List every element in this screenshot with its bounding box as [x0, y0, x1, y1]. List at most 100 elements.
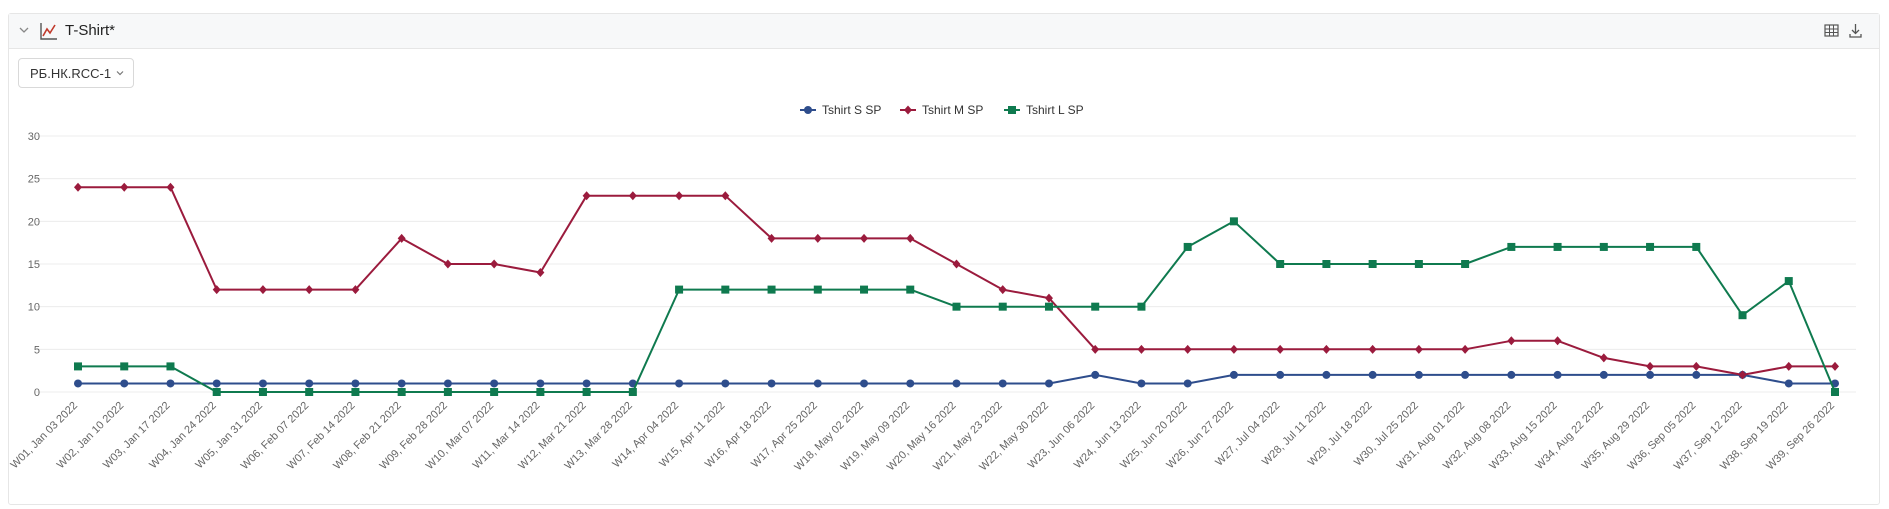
table-icon[interactable]: [1823, 22, 1840, 39]
data-point: [1692, 242, 1701, 251]
data-point: [952, 259, 961, 269]
legend-label: Tshirt S SP: [822, 103, 881, 117]
data-point: [1599, 370, 1608, 379]
data-point: [258, 285, 267, 295]
data-point: [1414, 344, 1423, 354]
line-chart-icon: [40, 23, 57, 40]
data-point: [74, 182, 82, 192]
data-point: [813, 233, 822, 243]
data-point: [1461, 260, 1470, 268]
data-point: [1784, 379, 1793, 388]
scenario-select-value: РБ.НК.RCC-1: [30, 66, 112, 81]
y-tick-label: 5: [34, 344, 40, 356]
data-point: [536, 268, 545, 278]
data-point: [1229, 217, 1238, 226]
data-point: [952, 379, 961, 388]
chart-panel: T-Shirt*: [8, 13, 1880, 505]
data-point: [906, 379, 915, 388]
data-point: [1229, 370, 1238, 379]
legend-marker: [1008, 106, 1016, 114]
data-point: [860, 233, 869, 243]
data-point: [675, 379, 684, 388]
data-point: [1646, 242, 1655, 251]
data-point: [813, 285, 822, 294]
data-point: [1553, 370, 1562, 379]
data-point: [952, 302, 961, 311]
data-point: [1507, 370, 1516, 379]
y-tick-label: 10: [28, 302, 40, 314]
data-point: [443, 388, 452, 396]
panel-title: T-Shirt*: [65, 22, 116, 39]
data-point: [582, 379, 591, 388]
data-point: [628, 388, 637, 396]
data-point: [1553, 336, 1562, 346]
data-point: [305, 285, 314, 295]
data-point: [1276, 370, 1285, 379]
data-point: [490, 388, 499, 396]
data-point: [1599, 353, 1608, 363]
data-point: [1137, 379, 1146, 388]
data-point: [74, 379, 82, 388]
data-point: [120, 182, 129, 192]
data-point: [1738, 370, 1747, 380]
data-point: [1322, 260, 1331, 268]
data-point: [628, 191, 637, 201]
y-tick-label: 15: [28, 259, 40, 271]
data-point: [1831, 361, 1839, 371]
data-point: [258, 379, 267, 388]
data-point: [767, 233, 776, 243]
data-point: [1461, 344, 1470, 354]
data-point: [906, 233, 915, 243]
data-point: [1368, 260, 1377, 268]
data-point: [351, 388, 360, 396]
data-point: [1183, 379, 1192, 388]
data-point: [767, 379, 776, 388]
scenario-select[interactable]: РБ.НК.RCC-1: [18, 58, 134, 88]
data-point: [1414, 370, 1423, 379]
data-point: [767, 285, 776, 294]
data-point: [1553, 242, 1562, 251]
data-point: [212, 285, 221, 295]
data-point: [212, 388, 221, 396]
data-point: [998, 379, 1007, 388]
data-point: [1692, 370, 1701, 379]
legend-marker: [804, 106, 812, 114]
series-line-2: [78, 186, 1835, 376]
data-point: [860, 285, 869, 294]
data-point: [675, 285, 684, 294]
data-point: [166, 379, 175, 388]
data-point: [258, 388, 267, 396]
data-point: [1646, 370, 1655, 379]
data-point: [305, 379, 314, 388]
data-point: [1137, 344, 1146, 354]
data-point: [1276, 260, 1285, 268]
data-point: [1091, 302, 1100, 311]
download-icon[interactable]: [1847, 22, 1864, 39]
y-tick-label: 0: [34, 387, 40, 399]
data-point: [1044, 293, 1053, 303]
data-point: [351, 285, 360, 295]
data-point: [1044, 379, 1053, 388]
data-point: [1322, 370, 1331, 379]
data-point: [1461, 370, 1470, 379]
data-point: [351, 379, 360, 388]
data-point: [1276, 344, 1285, 354]
data-point: [1368, 344, 1377, 354]
data-point: [120, 362, 129, 371]
data-point: [397, 233, 406, 243]
data-point: [166, 362, 175, 371]
data-point: [813, 379, 822, 388]
data-point: [1091, 370, 1100, 379]
data-point: [1322, 344, 1331, 354]
panel-header: T-Shirt*: [9, 14, 1879, 49]
chevron-down-icon[interactable]: [17, 23, 31, 37]
data-point: [1507, 242, 1516, 251]
data-point: [1368, 370, 1377, 379]
data-point: [1646, 361, 1655, 371]
data-point: [120, 379, 129, 388]
data-point: [74, 362, 82, 371]
data-point: [305, 388, 314, 396]
data-point: [1784, 277, 1793, 286]
data-point: [443, 379, 452, 388]
y-tick-label: 20: [28, 216, 40, 228]
